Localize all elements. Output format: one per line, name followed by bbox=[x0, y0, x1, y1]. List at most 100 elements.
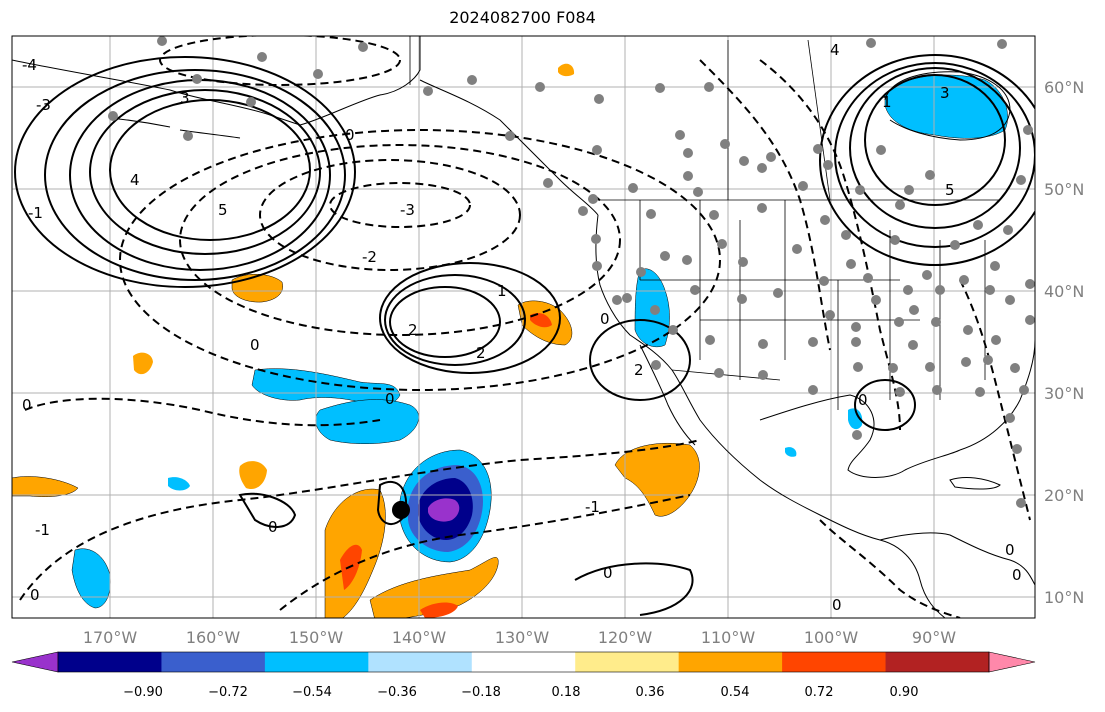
contour-label: 0 bbox=[385, 390, 395, 408]
colorbar bbox=[11, 651, 1036, 673]
storm-center-marker bbox=[392, 501, 410, 519]
contour-label: -1 bbox=[35, 521, 50, 539]
longitude-label: 140°W bbox=[392, 628, 447, 647]
trough-contour-2 bbox=[259, 159, 521, 271]
latitude-label: 30°N bbox=[1044, 384, 1084, 403]
contour-label: 0 bbox=[1005, 541, 1015, 559]
colorbar-tick-label: −0.54 bbox=[292, 685, 332, 700]
contour-label: -1 bbox=[28, 204, 43, 222]
latitude-label: 20°N bbox=[1044, 486, 1084, 505]
contour-label: 0 bbox=[22, 396, 32, 414]
colorbar-segment bbox=[885, 652, 990, 672]
longitude-axis: 170°W 160°W 150°W 140°W 130°W 120°W 110°… bbox=[83, 628, 956, 647]
colorbar-extend-min bbox=[11, 651, 59, 673]
contour-labels: -4 -3 -1 -3 -2 0 4 5 3 2 1 2 2 0 0 0 0 -… bbox=[22, 41, 1022, 614]
latitude-label: 60°N bbox=[1044, 78, 1084, 97]
hudson-contour-4 bbox=[819, 54, 1035, 266]
trough-contour-1 bbox=[329, 182, 471, 228]
central-america bbox=[879, 532, 1035, 586]
pacific-high-contour-2 bbox=[384, 274, 526, 366]
hudson-contour-1 bbox=[864, 74, 1006, 206]
ridge-contour-1 bbox=[109, 99, 311, 241]
subtropical-contour-1 bbox=[19, 439, 701, 601]
anomaly-positive-small-a bbox=[133, 352, 153, 375]
pacific-high-contour-3 bbox=[379, 262, 561, 374]
subtropical-contour-2 bbox=[279, 494, 691, 611]
colorbar-frame bbox=[57, 651, 990, 673]
east-coast bbox=[959, 339, 1035, 451]
colorbar-segment bbox=[678, 652, 783, 672]
us-west-coast bbox=[595, 214, 946, 618]
longitude-label: 100°W bbox=[804, 628, 859, 647]
colorbar-segment bbox=[264, 652, 369, 672]
contour-label: 1 bbox=[497, 282, 507, 300]
east-trough-contour bbox=[759, 59, 901, 431]
latitude-axis: 60°N 50°N 40°N 30°N 20°N 10°N bbox=[1044, 78, 1084, 607]
contour-label: 4 bbox=[130, 171, 140, 189]
map-plot: -4 -3 -1 -3 -2 0 4 5 3 2 1 2 2 0 0 0 0 -… bbox=[12, 36, 1035, 618]
contour-label: 5 bbox=[945, 181, 955, 199]
contour-label: 1 bbox=[882, 93, 892, 111]
trough-contour-4 bbox=[119, 129, 721, 391]
map-title: 2024082700 F084 bbox=[449, 8, 596, 27]
contour-label: 0 bbox=[250, 336, 260, 354]
contour-label: 0 bbox=[603, 564, 613, 582]
plot-frame bbox=[11, 35, 1036, 619]
tropical-contour bbox=[574, 562, 694, 616]
anomaly-positive-pacific bbox=[231, 274, 283, 303]
anomaly-positive-south bbox=[369, 557, 499, 618]
gulf-neg-contour bbox=[819, 519, 961, 618]
colorbar-segment bbox=[58, 652, 162, 672]
north-pacific-neg bbox=[159, 36, 401, 86]
contour-label: 2 bbox=[634, 361, 644, 379]
contour-label: 0 bbox=[858, 391, 868, 409]
contour-label: 0 bbox=[268, 518, 278, 536]
positive-contours bbox=[14, 54, 1035, 616]
colorbar-segment bbox=[368, 652, 473, 672]
anomaly-positive-alaska bbox=[558, 63, 575, 77]
contour-label: -3 bbox=[36, 96, 51, 114]
contour-label: 2 bbox=[476, 344, 486, 362]
longitude-label: 160°W bbox=[186, 628, 241, 647]
anomaly-negative-core-center bbox=[428, 498, 460, 522]
anomaly-negative-small-3 bbox=[785, 447, 797, 457]
colorbar-tick-label: −0.36 bbox=[377, 685, 417, 700]
longitude-label: 170°W bbox=[83, 628, 138, 647]
anomaly-positive-california-core bbox=[530, 313, 552, 328]
longitude-label: 130°W bbox=[495, 628, 550, 647]
ridge-contour-5 bbox=[14, 56, 356, 288]
contour-label: -1 bbox=[585, 498, 600, 516]
longitude-label: 90°W bbox=[912, 628, 956, 647]
gulf-contour bbox=[854, 379, 916, 431]
station-markers bbox=[108, 36, 1035, 508]
colorbar-labels: −0.90 −0.72 −0.54 −0.36 −0.18 0.18 0.36 … bbox=[123, 685, 918, 700]
east-coast-neg-contour bbox=[959, 279, 1031, 521]
longitude-label: 110°W bbox=[701, 628, 756, 647]
latitude-label: 50°N bbox=[1044, 180, 1084, 199]
colorbar-segment bbox=[782, 652, 887, 672]
colorbar-segment bbox=[161, 652, 266, 672]
colorbar-tick-label: 0.36 bbox=[636, 685, 665, 700]
baja-coast bbox=[639, 344, 696, 446]
longitude-label: 120°W bbox=[598, 628, 653, 647]
colorbar-tick-label: −0.90 bbox=[123, 685, 163, 700]
colorbar-extend-max bbox=[988, 651, 1036, 673]
contour-label: 3 bbox=[940, 84, 950, 102]
anomaly-negative-small-2 bbox=[848, 408, 863, 430]
anomaly-positive-west-edge bbox=[12, 476, 79, 497]
colorbar-tick-label: 0.90 bbox=[890, 685, 919, 700]
contour-label: -3 bbox=[400, 201, 415, 219]
contour-label: -4 bbox=[22, 56, 37, 74]
contour-label: 0 bbox=[832, 596, 842, 614]
gridlines bbox=[12, 36, 1035, 618]
colorbar-segment bbox=[575, 652, 680, 672]
shaded-anomalies bbox=[12, 63, 1008, 618]
coastlines bbox=[12, 36, 1035, 618]
contour-label: 0 bbox=[1012, 566, 1022, 584]
east-trough-contour-2 bbox=[699, 59, 831, 351]
anomaly-positive-small-b bbox=[239, 461, 267, 490]
colorbar-tick-label: 0.54 bbox=[721, 685, 750, 700]
latitude-label: 10°N bbox=[1044, 588, 1084, 607]
contour-label: -2 bbox=[362, 248, 377, 266]
